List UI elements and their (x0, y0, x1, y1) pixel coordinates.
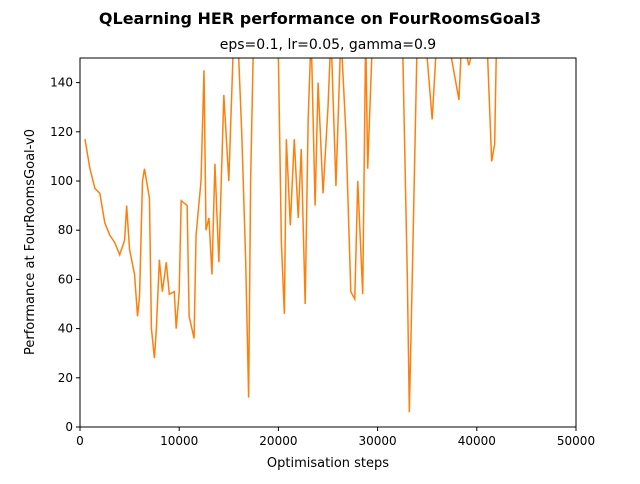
x-axis-label: Optimisation steps (267, 456, 389, 471)
x-tick-label: 20000 (259, 434, 297, 448)
chart-title: QLearning HER performance on FourRoomsGo… (99, 9, 541, 28)
x-tick-label: 50000 (557, 434, 595, 448)
x-tick-label: 30000 (359, 434, 397, 448)
y-tick-label: 100 (50, 174, 73, 188)
y-tick-label: 20 (58, 371, 73, 385)
x-tick-label: 10000 (160, 434, 198, 448)
y-axis-label: Performance at FourRoomsGoal-v0 (23, 129, 38, 355)
y-tick-label: 40 (58, 322, 73, 336)
y-tick-label: 120 (50, 125, 73, 139)
plot-area (84, 58, 497, 413)
x-tick-label: 0 (76, 434, 84, 448)
axes-frame (79, 57, 577, 428)
y-tick-label: 140 (50, 76, 73, 90)
data-line (84, 58, 497, 413)
y-tick-label: 80 (58, 223, 73, 237)
y-tick-label: 60 (58, 272, 73, 286)
y-tick-label: 0 (65, 420, 73, 434)
x-tick-label: 40000 (458, 434, 496, 448)
chart-subtitle: eps=0.1, lr=0.05, gamma=0.9 (220, 37, 436, 53)
